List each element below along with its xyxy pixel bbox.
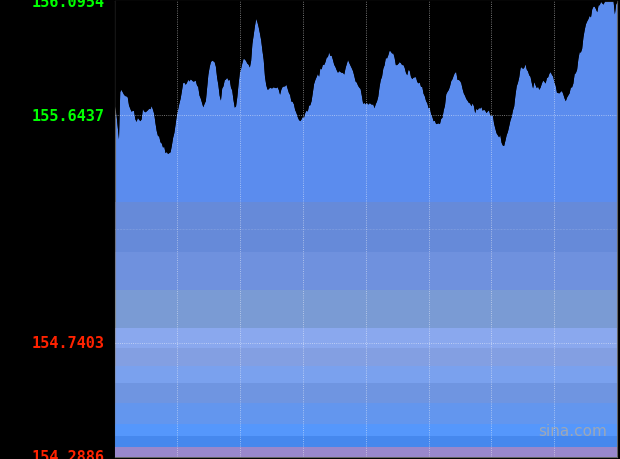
Text: 156.0954: 156.0954 — [32, 0, 105, 10]
Text: 154.7403: 154.7403 — [32, 336, 105, 351]
Text: sina.com: sina.com — [538, 424, 607, 438]
Text: 155.6437: 155.6437 — [32, 108, 105, 123]
Text: 154.2886: 154.2886 — [32, 449, 105, 459]
